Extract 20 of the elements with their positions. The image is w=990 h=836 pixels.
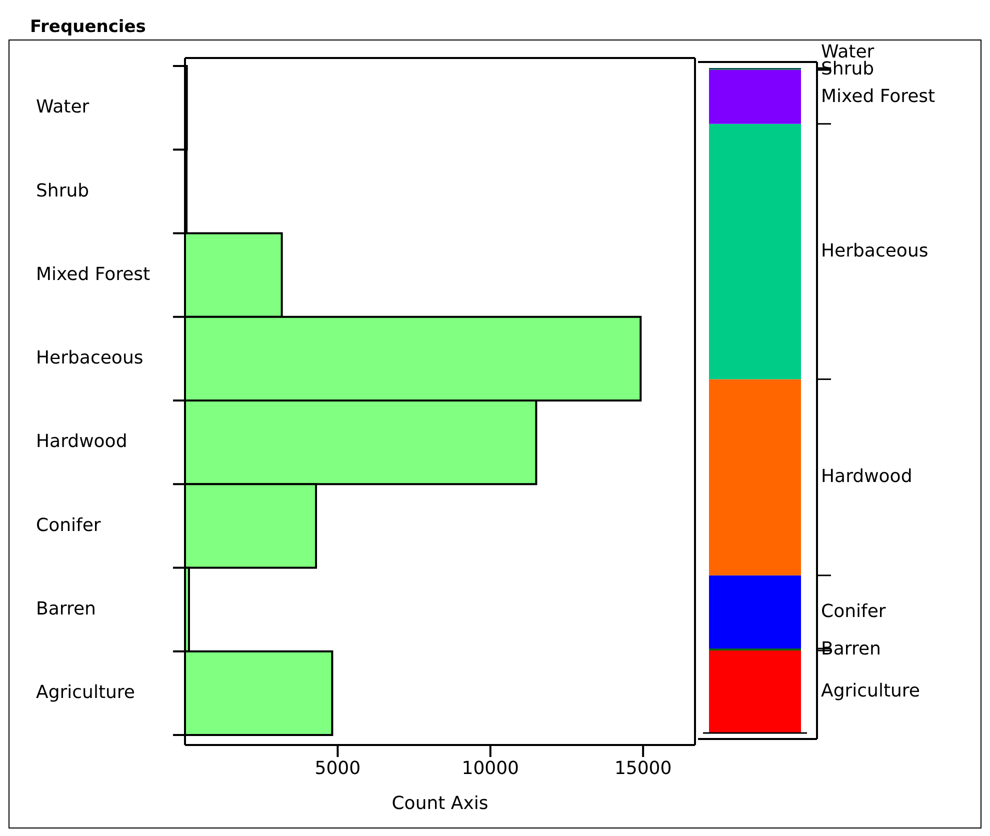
chart-title: Frequencies — [30, 17, 146, 37]
series-label: Mixed Forest — [821, 86, 936, 107]
y-tick-label: Conifer — [36, 514, 102, 536]
x-tick-label: 15000 — [614, 758, 672, 779]
y-tick-label: Herbaceous — [36, 348, 144, 369]
series-label: Conifer — [821, 600, 886, 622]
y-tick-label: Barren — [36, 598, 96, 620]
series-label: Barren — [821, 638, 881, 660]
y-tick-label: Agriculture — [36, 682, 135, 704]
series-label: Agriculture — [821, 680, 920, 702]
y-tick-label: Hardwood — [36, 431, 128, 452]
x-tick-label: 5000 — [314, 758, 361, 779]
series-label: Hardwood — [821, 466, 912, 488]
y-tick-label: Mixed Forest — [36, 264, 150, 285]
y-tick-label: Water — [36, 96, 90, 118]
series-label: Herbaceous — [821, 240, 928, 262]
y-tick-label: Shrub — [36, 180, 90, 202]
series-label: Shrub — [821, 58, 874, 80]
x-axis-title: Count Axis — [392, 793, 488, 814]
x-tick-label: 10000 — [462, 758, 520, 779]
